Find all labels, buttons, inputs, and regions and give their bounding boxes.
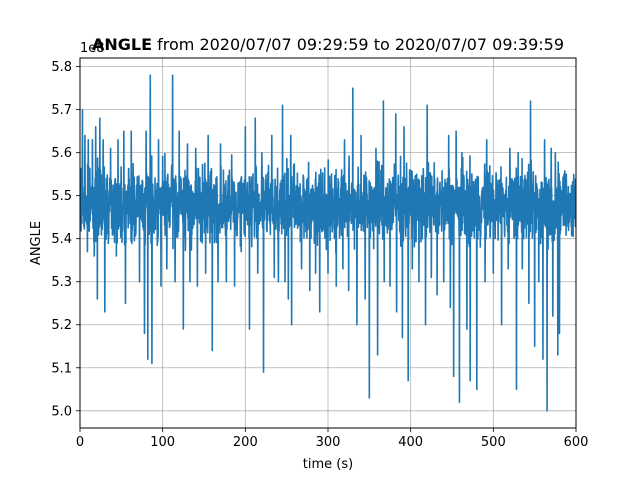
y-tick-label: 5.0: [51, 404, 72, 419]
y-tick-label: 5.8: [51, 60, 72, 75]
y-tick-label: 5.5: [51, 189, 72, 204]
series-line: [80, 74, 576, 412]
y-offset-label: 1e8: [80, 41, 105, 56]
y-tick-label: 5.6: [51, 146, 72, 161]
x-axis-label: time (s): [303, 457, 353, 472]
y-tick-label: 5.2: [51, 318, 72, 333]
x-tick-label: 600: [564, 435, 589, 450]
chart-title: ANGLE from 2020/07/07 09:29:59 to 2020/0…: [92, 35, 564, 54]
chart-title-rest: from 2020/07/07 09:29:59 to 2020/07/07 0…: [152, 35, 564, 54]
y-axis-ticks: 5.0 5.1 5.2 5.3 5.4 5.5 5.6 5.7 5.8: [51, 60, 80, 419]
y-tick-label: 5.7: [51, 103, 72, 118]
y-tick-label: 5.4: [51, 232, 72, 247]
x-tick-label: 400: [398, 435, 423, 450]
chart-title-bold: ANGLE: [92, 35, 152, 54]
x-tick-label: 300: [316, 435, 341, 450]
x-tick-label: 100: [150, 435, 175, 450]
x-tick-label: 200: [233, 435, 258, 450]
x-axis-ticks: 0 100 200 300 400 500 600: [76, 428, 589, 450]
x-tick-label: 500: [481, 435, 506, 450]
y-tick-label: 5.3: [51, 275, 72, 290]
series-angle: [80, 74, 576, 412]
y-axis-label: ANGLE: [29, 221, 44, 265]
x-tick-label: 0: [76, 435, 84, 450]
y-tick-label: 5.1: [51, 361, 72, 376]
